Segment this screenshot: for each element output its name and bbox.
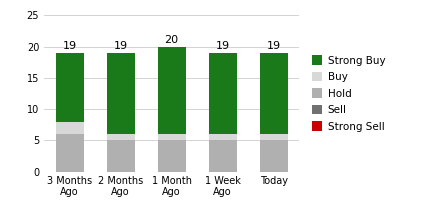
Bar [260, 140, 288, 172]
Text: 19: 19 [267, 41, 281, 51]
Bar [158, 140, 186, 172]
Bar [209, 140, 237, 172]
Bar [158, 134, 186, 140]
Bar [106, 134, 135, 140]
Bar [260, 134, 288, 140]
Bar [209, 53, 237, 134]
Bar [55, 134, 84, 172]
Text: 19: 19 [62, 41, 77, 51]
Legend: Strong Buy, Buy, Hold, Sell, Strong Sell: Strong Buy, Buy, Hold, Sell, Strong Sell [312, 55, 385, 132]
Bar [55, 53, 84, 122]
Bar [106, 140, 135, 172]
Bar [55, 122, 84, 134]
Bar [158, 47, 186, 134]
Text: 20: 20 [165, 35, 179, 45]
Text: 19: 19 [216, 41, 230, 51]
Bar [209, 134, 237, 140]
Text: 19: 19 [114, 41, 128, 51]
Bar [260, 53, 288, 134]
Bar [106, 53, 135, 134]
